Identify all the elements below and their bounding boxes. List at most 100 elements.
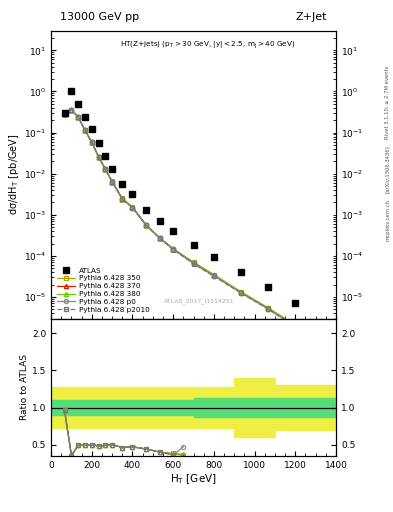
Pythia 6.428 p2010: [110, 179, 114, 185]
Pythia 6.428 p2010: [191, 261, 196, 267]
Pythia 6.428 p0: [62, 111, 67, 117]
Pythia 6.428 p0: [239, 290, 243, 296]
Pythia 6.428 p2010: [334, 344, 338, 350]
Pythia 6.428 p0: [69, 106, 74, 113]
Pythia 6.428 350: [110, 178, 114, 184]
Pythia 6.428 380: [266, 305, 270, 311]
Pythia 6.428 370: [266, 305, 270, 311]
Pythia 6.428 380: [120, 196, 125, 202]
Pythia 6.428 350: [266, 305, 270, 311]
Pythia 6.428 350: [171, 246, 176, 252]
Pythia 6.428 350: [76, 114, 81, 120]
Pythia 6.428 350: [191, 259, 196, 265]
Pythia 6.428 p2010: [157, 235, 162, 241]
Pythia 6.428 p2010: [239, 290, 243, 296]
Pythia 6.428 p0: [211, 273, 216, 279]
Pythia 6.428 350: [130, 204, 135, 210]
Pythia 6.428 370: [239, 289, 243, 295]
ATLAS: [157, 218, 162, 224]
Text: mcplots.cern.ch: mcplots.cern.ch: [385, 199, 390, 241]
Line: Pythia 6.428 380: Pythia 6.428 380: [62, 108, 338, 347]
Pythia 6.428 380: [211, 272, 216, 278]
ATLAS: [239, 269, 243, 275]
Pythia 6.428 p2010: [171, 246, 176, 252]
ATLAS: [211, 254, 216, 260]
Pythia 6.428 350: [69, 106, 74, 113]
Pythia 6.428 370: [83, 127, 87, 133]
Pythia 6.428 350: [62, 111, 67, 117]
ATLAS: [120, 181, 125, 187]
Pythia 6.428 350: [143, 222, 148, 228]
Line: Pythia 6.428 p0: Pythia 6.428 p0: [62, 108, 338, 348]
Pythia 6.428 p2010: [96, 154, 101, 160]
Pythia 6.428 350: [239, 289, 243, 295]
Pythia 6.428 380: [69, 106, 74, 113]
Pythia 6.428 p2010: [69, 106, 74, 113]
Text: Z+Jet: Z+Jet: [296, 12, 327, 22]
Pythia 6.428 p0: [103, 166, 108, 172]
Text: $HT$(Z+jets) ($p_T > 30$ GeV, $|y| < 2.5$, $m_j > 40$ GeV): $HT$(Z+jets) ($p_T > 30$ GeV, $|y| < 2.5…: [120, 39, 296, 51]
Pythia 6.428 370: [143, 222, 148, 228]
X-axis label: $H_T$ [GeV]: $H_T$ [GeV]: [170, 472, 217, 486]
Pythia 6.428 350: [83, 127, 87, 133]
ATLAS: [143, 207, 148, 213]
ATLAS: [62, 110, 67, 116]
Pythia 6.428 370: [293, 323, 298, 329]
Pythia 6.428 380: [130, 204, 135, 210]
Pythia 6.428 p0: [76, 114, 81, 120]
Y-axis label: $d\sigma/dH_T$ [pb/GeV]: $d\sigma/dH_T$ [pb/GeV]: [7, 134, 21, 216]
Pythia 6.428 p0: [266, 306, 270, 312]
ATLAS: [110, 166, 114, 172]
Pythia 6.428 p2010: [76, 114, 81, 120]
Pythia 6.428 380: [157, 235, 162, 241]
ATLAS: [130, 190, 135, 197]
Pythia 6.428 380: [334, 342, 338, 348]
Pythia 6.428 380: [90, 139, 94, 145]
Pythia 6.428 p0: [157, 235, 162, 241]
Pythia 6.428 380: [239, 289, 243, 295]
Pythia 6.428 350: [103, 166, 108, 172]
Pythia 6.428 p2010: [62, 111, 67, 117]
Pythia 6.428 350: [157, 234, 162, 241]
Legend: ATLAS, Pythia 6.428 350, Pythia 6.428 370, Pythia 6.428 380, Pythia 6.428 p0, Py: ATLAS, Pythia 6.428 350, Pythia 6.428 37…: [55, 265, 151, 315]
Pythia 6.428 p2010: [211, 273, 216, 280]
Pythia 6.428 p0: [120, 196, 125, 202]
Text: ATLAS_2017_I1514251: ATLAS_2017_I1514251: [164, 298, 235, 304]
Pythia 6.428 350: [211, 272, 216, 278]
ATLAS: [76, 101, 81, 107]
Pythia 6.428 p2010: [83, 127, 87, 133]
Text: [arXiv:1306.3436]: [arXiv:1306.3436]: [385, 145, 390, 193]
Pythia 6.428 350: [293, 322, 298, 328]
Pythia 6.428 p0: [171, 246, 176, 252]
Pythia 6.428 380: [110, 179, 114, 185]
ATLAS: [293, 301, 298, 307]
Pythia 6.428 380: [96, 154, 101, 160]
Pythia 6.428 370: [171, 246, 176, 252]
ATLAS: [96, 140, 101, 146]
ATLAS: [334, 319, 338, 325]
Pythia 6.428 350: [96, 154, 101, 160]
Line: Pythia 6.428 350: Pythia 6.428 350: [62, 108, 338, 347]
Pythia 6.428 380: [143, 222, 148, 228]
Pythia 6.428 p0: [130, 204, 135, 210]
Line: Pythia 6.428 p2010: Pythia 6.428 p2010: [62, 108, 338, 349]
Pythia 6.428 p0: [143, 222, 148, 228]
Pythia 6.428 p0: [110, 179, 114, 185]
Pythia 6.428 370: [120, 196, 125, 202]
ATLAS: [69, 88, 74, 94]
Text: Rivet 3.1.10, ≥ 2.7M events: Rivet 3.1.10, ≥ 2.7M events: [385, 66, 390, 139]
ATLAS: [191, 242, 196, 248]
Line: ATLAS: ATLAS: [62, 88, 339, 325]
Pythia 6.428 p0: [90, 139, 94, 145]
Pythia 6.428 370: [103, 166, 108, 172]
Pythia 6.428 p0: [96, 154, 101, 160]
Pythia 6.428 370: [96, 154, 101, 160]
Pythia 6.428 p0: [334, 343, 338, 349]
ATLAS: [103, 153, 108, 159]
Pythia 6.428 p2010: [120, 196, 125, 202]
Pythia 6.428 p2010: [293, 324, 298, 330]
Y-axis label: Ratio to ATLAS: Ratio to ATLAS: [20, 354, 29, 420]
Pythia 6.428 380: [293, 323, 298, 329]
Pythia 6.428 370: [191, 260, 196, 266]
Pythia 6.428 p0: [293, 323, 298, 329]
